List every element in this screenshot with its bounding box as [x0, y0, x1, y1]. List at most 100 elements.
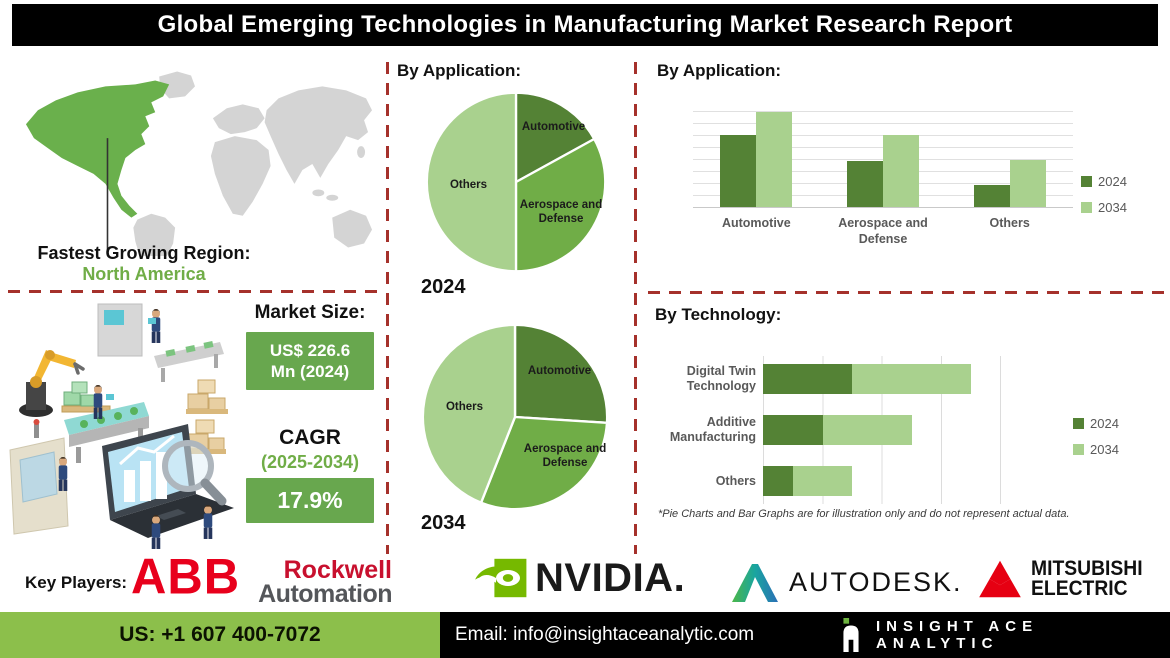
pie-label-others: Others: [445, 401, 484, 413]
report-title: Global Emerging Technologies in Manufact…: [157, 11, 1013, 38]
market-size-label: Market Size:: [254, 302, 366, 323]
rockwell-logo-line2: Automation: [258, 580, 392, 608]
pie-chart-2034: Automotive Others Aerospace and Defense: [420, 322, 610, 512]
autodesk-a-icon: [732, 564, 778, 602]
fastest-growing-region-value: North America: [82, 264, 206, 284]
application-bar-section-title: By Application:: [657, 61, 782, 80]
pie-label-aerospace: Aerospace and Defense: [523, 443, 607, 469]
legend-label-2024: 2024: [1098, 174, 1127, 189]
legend-item-2034: 2034: [1081, 200, 1127, 215]
autodesk-logo-text: AUTODESK.: [789, 566, 963, 597]
segment-2034-digital-twin-technology: [852, 364, 972, 394]
pie-slice-aerospace-and-defense: [479, 415, 609, 511]
pie-chart-2024-svg: [425, 91, 607, 273]
bar-chart-legend: 2024 2034: [1081, 174, 1127, 215]
legend-label-2034: 2034: [1090, 442, 1119, 457]
segment-2034-additive-manufacturing: [822, 415, 912, 445]
bar-2024-aerospace-and-defense: [847, 161, 883, 207]
bar-group-others: [946, 100, 1073, 207]
map-australia: [332, 209, 373, 248]
mitsubishi-logo-line2: ELECTRIC: [1031, 577, 1128, 600]
bar-2024-automotive: [720, 135, 757, 207]
legend-swatch-2034: [1073, 444, 1084, 455]
title-bar: Global Emerging Technologies in Manufact…: [12, 4, 1158, 46]
market-metrics-panel: Market Size: US$ 226.6 Mn (2024) CAGR (2…: [246, 302, 374, 523]
map-asia: [264, 86, 373, 184]
cagr-label: CAGR: [279, 426, 341, 449]
divider-dashed-vertical-1: [386, 62, 389, 554]
map-island: [312, 189, 325, 197]
pie-slice-automotive: [513, 323, 609, 424]
footer-brand: INSIGHT ACE ANALYTIC: [840, 612, 1170, 658]
bar-group-aerospace-and-defense: [820, 100, 947, 207]
divider-dashed-vertical-2: [634, 62, 637, 554]
legend-label-2034: 2034: [1098, 200, 1127, 215]
fastest-growing-region-label: Fastest Growing Region:: [37, 243, 251, 263]
technology-category-axis: Digital Twin Technology Additive Manufac…: [640, 356, 756, 504]
technology-chart-legend: 2024 2034: [1073, 416, 1119, 457]
legend-label-2024: 2024: [1090, 416, 1119, 431]
segment-2024-others: [763, 466, 793, 496]
bar-category-aerospace: Aerospace and Defense: [838, 216, 928, 246]
footer-phone: US: +1 607 400-7072: [119, 623, 321, 646]
cagr-period: (2025-2034): [260, 452, 360, 472]
pie-section-title: By Application:: [397, 61, 522, 80]
map-africa: [210, 136, 271, 216]
map-north-america-highlight: [25, 80, 170, 218]
pie-year-2024: 2024: [421, 276, 466, 298]
mitsubishi-logo-line1: MITSUBISHI: [1031, 557, 1143, 580]
footer-email: Email: info@insightaceanalytic.com: [455, 624, 755, 645]
tech-category-additive: Additive Manufacturing: [669, 415, 756, 444]
insightace-a-icon: [843, 618, 859, 652]
divider-dashed-right: [648, 291, 1166, 294]
control-panel: [97, 303, 143, 357]
segment-2024-digital-twin-technology: [763, 364, 853, 394]
bar-2024-others: [973, 184, 1010, 207]
bar-category-others: Others: [989, 216, 1030, 230]
rockwell-automation-logo: Rockwell Automation: [250, 556, 392, 608]
pie-slice-automotive: [514, 91, 596, 184]
world-map: [25, 71, 373, 256]
legend-item-2024: 2024: [1073, 416, 1119, 431]
market-size-line1: US$ 226.6: [269, 341, 351, 360]
pie-slice-others: [425, 91, 518, 273]
by-application-bar-chart: [693, 100, 1073, 208]
rockwell-logo-line1: Rockwell: [283, 556, 392, 584]
bar-category-automotive: Automotive: [721, 216, 791, 230]
workers: [58, 309, 213, 549]
map-continents: [133, 71, 373, 256]
divider-dashed-left: [8, 290, 386, 293]
pie-chart-2024: Automotive Others Aerospace and Defense: [424, 90, 608, 274]
mitsubishi-electric-logo: MITSUBISHI ELECTRIC: [974, 555, 1152, 603]
market-size-line2: Mn (2024): [270, 362, 350, 381]
insightace-brand-text: INSIGHT ACE ANALYTIC: [875, 618, 1039, 652]
pie-slice-others: [421, 323, 517, 504]
mitsubishi-logo-text: MITSUBISHI ELECTRIC: [1031, 557, 1143, 600]
pie-label-others: Others: [449, 179, 488, 191]
mitsubishi-diamonds-icon: [979, 560, 1021, 598]
manufacturing-illustration: [9, 303, 234, 549]
key-players-label: Key Players:: [25, 573, 128, 592]
bar-2034-others: [1009, 159, 1046, 207]
pie-slice-aerospace-and-defense: [514, 137, 607, 273]
legend-item-2024: 2024: [1081, 174, 1127, 189]
tech-category-digital-twin: Digital Twin Technology: [686, 364, 756, 393]
conveyor-upper: [154, 341, 224, 382]
market-size-value-box: US$ 226.6 Mn (2024): [246, 332, 374, 390]
tech-row-additive-manufacturing: [763, 415, 1001, 445]
cagr-value-box: 17.9%: [246, 478, 374, 523]
map-japan: [357, 146, 366, 159]
segment-2034-others: [792, 466, 853, 496]
legend-swatch-2034: [1081, 202, 1092, 213]
robot-arm: [19, 350, 85, 417]
map-greenland: [159, 71, 196, 99]
technology-section-title: By Technology:: [655, 305, 782, 324]
bar-group-automotive: [693, 100, 820, 207]
nvidia-logo: NVIDIA.: [472, 555, 685, 601]
map-europe: [212, 104, 265, 135]
footer-phone-block: US: +1 607 400-7072: [0, 612, 440, 658]
bar-2034-automotive: [756, 111, 793, 207]
legend-swatch-2024: [1073, 418, 1084, 429]
segment-2024-additive-manufacturing: [763, 415, 823, 445]
